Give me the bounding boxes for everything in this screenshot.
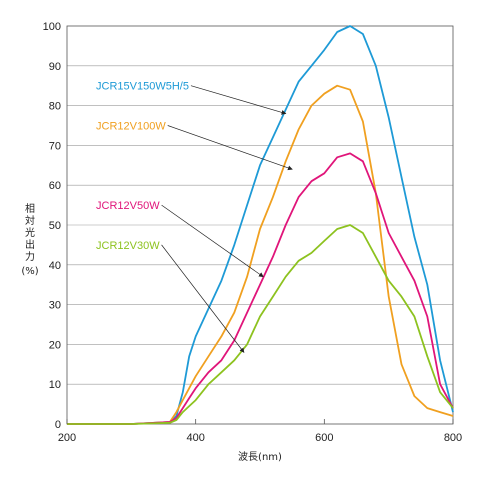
series-line bbox=[67, 84, 454, 425]
series-label: JCR15V150W5H/5 bbox=[96, 81, 189, 93]
series-arrow bbox=[190, 85, 287, 115]
series-line bbox=[67, 224, 454, 425]
series-lines bbox=[67, 25, 454, 425]
x-axis-ticks: 200 400 600 800 bbox=[58, 419, 462, 444]
y-axis-label-char: 相 bbox=[25, 202, 35, 215]
y-tick-label: 50 bbox=[49, 220, 61, 232]
y-tick-label: 70 bbox=[49, 140, 61, 152]
x-axis-label: 波長(nm) bbox=[238, 450, 282, 463]
x-tick-label: 400 bbox=[186, 432, 204, 444]
y-tick-label: 80 bbox=[49, 101, 61, 113]
series-arrow bbox=[161, 204, 264, 278]
y-tick-label: 40 bbox=[49, 260, 61, 272]
plot-frame bbox=[66, 25, 454, 425]
series-line bbox=[67, 25, 454, 425]
y-axis-label-char: 対 bbox=[25, 214, 35, 227]
y-tick-label: 90 bbox=[49, 61, 61, 73]
series-label: JCR12V50W bbox=[96, 200, 160, 212]
y-tick-label: 10 bbox=[49, 379, 61, 391]
series-arrow bbox=[161, 244, 245, 353]
y-axis-ticks: 0 10 20 30 40 50 60 70 80 90 100 bbox=[43, 21, 61, 431]
y-tick-label: 100 bbox=[43, 21, 61, 33]
y-axis-label-char: 光 bbox=[25, 226, 35, 239]
x-tick-label: 600 bbox=[315, 432, 333, 444]
series-label: JCR12V30W bbox=[96, 240, 160, 252]
y-tick-label: 20 bbox=[49, 339, 61, 351]
y-axis-label-char: 出 bbox=[25, 238, 35, 251]
y-tick-label: 0 bbox=[55, 419, 61, 431]
x-tick-label: 800 bbox=[444, 432, 462, 444]
series-label: JCR12V100W bbox=[96, 121, 166, 133]
x-tick-label: 200 bbox=[58, 432, 76, 444]
series-arrow bbox=[167, 125, 293, 171]
series-annotations: JCR15V150W5H/5 JCR12V100W JCR12V50W JCR12V3… bbox=[96, 81, 293, 353]
y-axis-unit: (%) bbox=[21, 266, 38, 277]
series-line bbox=[67, 152, 454, 425]
y-axis-label-char: 力 bbox=[25, 250, 35, 263]
grid bbox=[67, 65, 453, 385]
y-tick-label: 60 bbox=[49, 180, 61, 192]
y-tick-label: 30 bbox=[49, 300, 61, 312]
